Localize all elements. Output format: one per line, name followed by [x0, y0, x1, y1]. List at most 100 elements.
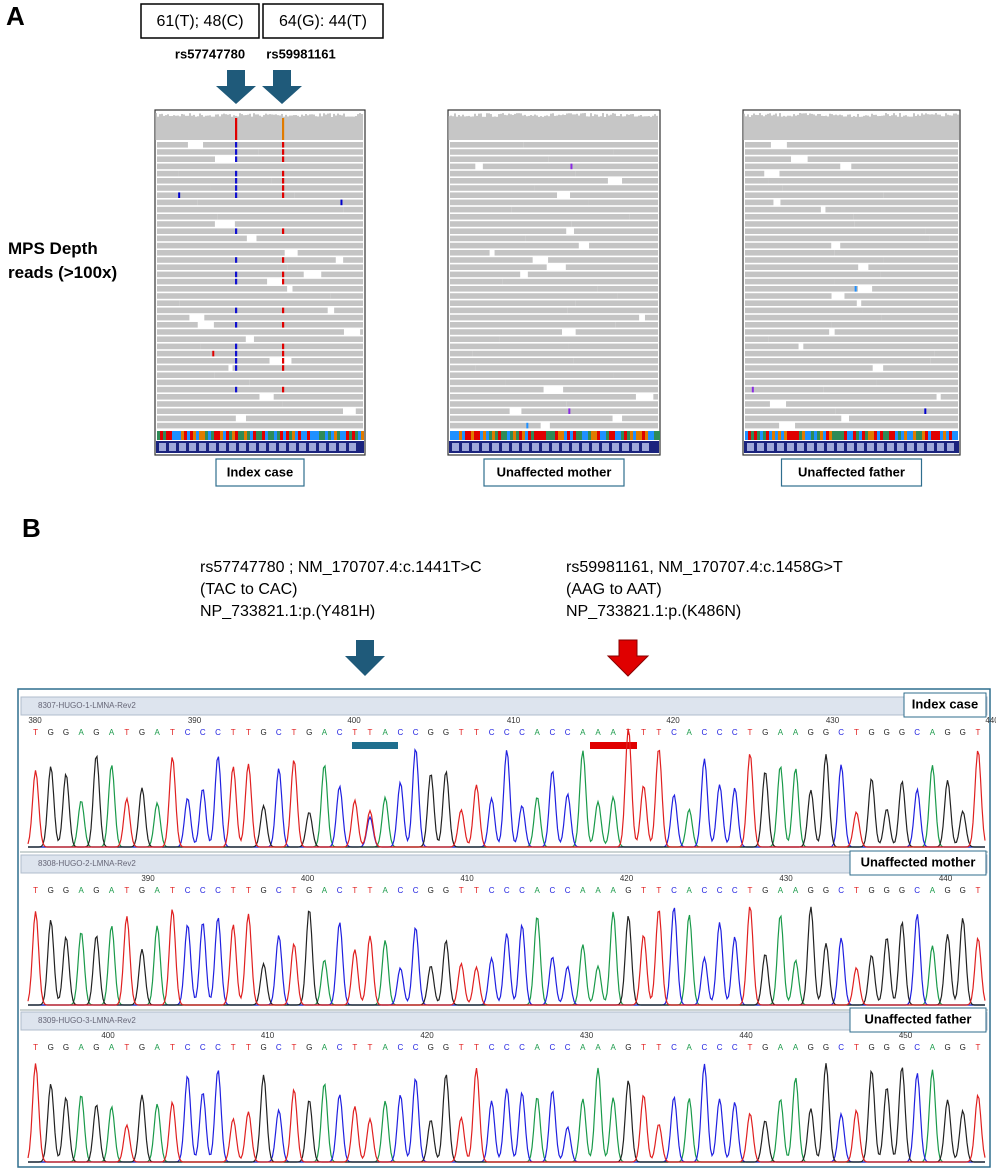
amino-acid [947, 443, 954, 451]
sequence-track [609, 431, 612, 440]
read [249, 379, 363, 386]
amino-acid [492, 443, 499, 451]
sequence-track [928, 431, 931, 440]
read [292, 286, 363, 292]
variant [235, 118, 238, 140]
read [745, 170, 765, 177]
read [450, 250, 490, 256]
sequence-track [325, 431, 328, 440]
read [745, 235, 930, 242]
variant [282, 343, 285, 350]
read [745, 415, 842, 422]
read [940, 394, 958, 400]
read [844, 293, 958, 299]
read [745, 408, 836, 414]
sequence-track [247, 431, 250, 440]
amino-acid [502, 443, 509, 451]
sample-box [903, 692, 987, 718]
amino-acid [189, 443, 196, 451]
read [157, 329, 344, 335]
read [494, 250, 658, 256]
sequence-track [811, 431, 814, 440]
read [334, 307, 363, 314]
sample-box [849, 1007, 987, 1033]
read [450, 300, 576, 306]
amino-acid [757, 443, 764, 451]
sequence-track [775, 431, 778, 440]
sequence-track [528, 431, 531, 440]
sequence-track [576, 431, 579, 440]
variant [282, 307, 285, 314]
sequence-track [316, 431, 319, 440]
sequence-track [895, 431, 898, 440]
read [450, 408, 510, 414]
read [523, 142, 658, 148]
amino-acid [512, 443, 519, 451]
sequence-track [480, 431, 483, 440]
variant [282, 156, 285, 162]
position-label: 380 [28, 716, 42, 725]
allele-count: 64(G): 44(T) [279, 13, 367, 30]
sequence-track [459, 431, 462, 440]
read [615, 322, 658, 328]
sequence-track [573, 431, 576, 440]
sequence-track [925, 431, 928, 440]
sequence-track [232, 431, 235, 440]
sequence-track [745, 431, 748, 440]
sequence-track [838, 431, 841, 440]
sequence-track [238, 431, 241, 440]
sequence-track [633, 431, 636, 440]
sequence-track [250, 431, 253, 440]
sequence-track [937, 431, 940, 440]
amino-acid [289, 443, 296, 451]
read [343, 257, 363, 263]
file-name: 8307-HUGO-1-LMNA-Rev2 [38, 701, 136, 710]
sequence-track [193, 431, 196, 440]
read [613, 149, 658, 155]
sequence-track [268, 431, 271, 440]
variant [282, 185, 285, 191]
sequence-track [322, 431, 325, 440]
amino-acid [249, 443, 256, 451]
amino-acid [747, 443, 754, 451]
sequence-track [244, 431, 247, 440]
sequence-track [462, 431, 465, 440]
amino-acid [877, 443, 884, 451]
sequence-track [483, 431, 486, 440]
amino-acid [602, 443, 609, 451]
position-label: 430 [580, 1031, 594, 1040]
arrow [216, 70, 256, 104]
amino-acid [482, 443, 489, 451]
amino-acid [632, 443, 639, 451]
read [622, 178, 658, 184]
sequence-track [516, 431, 519, 440]
count-box [262, 3, 384, 39]
sequence-track [886, 431, 889, 440]
sequence-track [349, 431, 352, 440]
read [157, 307, 328, 314]
read [157, 278, 268, 285]
read [745, 350, 935, 357]
variant [235, 322, 238, 328]
snp-id: rs59981161 [266, 46, 335, 61]
sequence-track [211, 431, 214, 440]
variant [340, 199, 343, 206]
sequence-track [555, 431, 558, 440]
read [570, 192, 658, 198]
sequence-track [826, 431, 829, 440]
read [745, 271, 881, 278]
read [450, 365, 476, 371]
read [588, 199, 658, 206]
sequence-track [301, 431, 304, 440]
sequence-track [492, 431, 495, 440]
read [849, 415, 958, 422]
read [210, 185, 363, 191]
variant [235, 271, 238, 278]
variant [282, 178, 285, 184]
sequence-track [474, 431, 477, 440]
read [200, 343, 363, 350]
variant-bar [590, 742, 637, 749]
variant [924, 408, 927, 414]
sequence-track [907, 431, 910, 440]
sequence-track [277, 431, 280, 440]
